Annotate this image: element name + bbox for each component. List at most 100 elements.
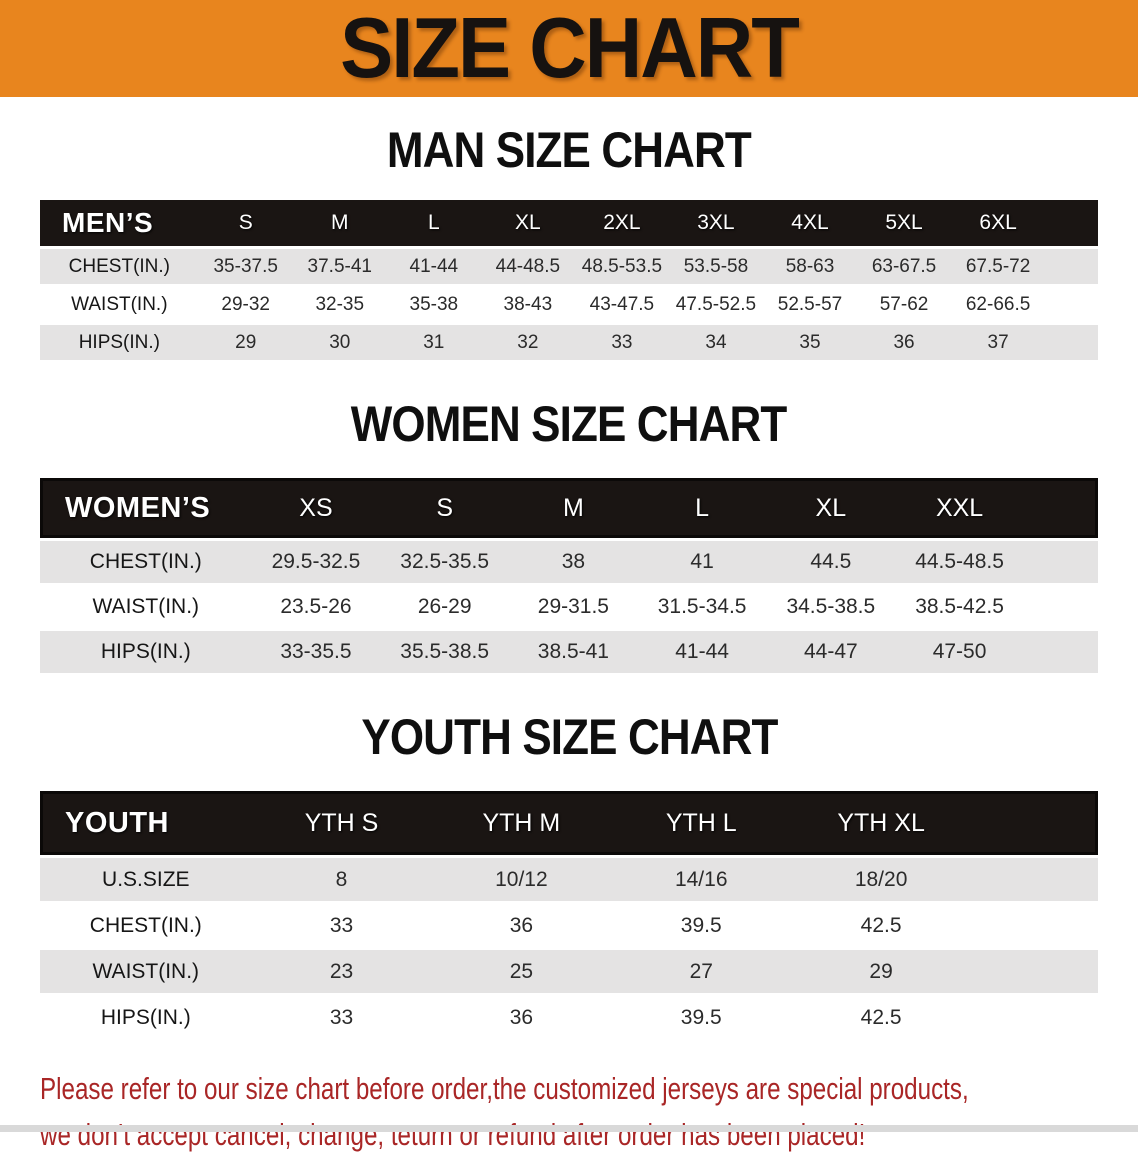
column-header: L bbox=[637, 478, 767, 538]
table-cell: 31 bbox=[386, 325, 481, 360]
table-cell: 41 bbox=[637, 541, 767, 583]
table-cell: 36 bbox=[431, 996, 612, 1039]
table-cell: 38.5-41 bbox=[509, 631, 638, 673]
table-cell: 29-31.5 bbox=[509, 586, 638, 628]
spacer-cell bbox=[1045, 249, 1098, 284]
table-cell: 33-35.5 bbox=[251, 631, 381, 673]
row-label: WAIST(IN.) bbox=[40, 586, 252, 628]
table-cell: 35 bbox=[762, 325, 858, 360]
column-header: L bbox=[386, 200, 481, 246]
table-cell: 53.5-58 bbox=[668, 249, 763, 284]
disclaimer: Please refer to our size chart before or… bbox=[0, 1042, 1138, 1158]
table-cell: 29-32 bbox=[198, 287, 293, 322]
table-cell: 47.5-52.5 bbox=[668, 287, 763, 322]
table-corner-label: YOUTH bbox=[40, 791, 252, 855]
column-header: 3XL bbox=[668, 200, 763, 246]
table-cell: 33 bbox=[251, 996, 432, 1039]
table-cell: 41-44 bbox=[386, 249, 481, 284]
section-title: MAN SIZE CHART bbox=[0, 125, 1138, 175]
table-cell: 48.5-53.5 bbox=[574, 249, 669, 284]
table-cell: 18/20 bbox=[791, 858, 972, 901]
table-cell: 58-63 bbox=[762, 249, 858, 284]
table-cell: 38 bbox=[509, 541, 638, 583]
spacer-cell bbox=[971, 858, 1098, 901]
size-table: YOUTH YTH S YTH M YTH L YTH XL U.S.SIZE 8 10/12… bbox=[40, 788, 1098, 1042]
table-cell: 62-66.5 bbox=[951, 287, 1046, 322]
column-header: M bbox=[292, 200, 387, 246]
table-row: U.S.SIZE 8 10/12 14/16 18/20 bbox=[40, 858, 1098, 901]
table-cell: 8 bbox=[251, 858, 432, 901]
table-cell: 29 bbox=[198, 325, 293, 360]
table-row: HIPS(IN.) 33-35.5 35.5-38.5 38.5-41 41-44 44-… bbox=[40, 631, 1098, 673]
column-header: XXL bbox=[895, 478, 1024, 538]
table-cell: 23 bbox=[251, 950, 432, 993]
table-row: CHEST(IN.) 33 36 39.5 42.5 bbox=[40, 904, 1098, 947]
table-cell: 23.5-26 bbox=[251, 586, 381, 628]
table-cell: 29.5-32.5 bbox=[251, 541, 381, 583]
table-row: HIPS(IN.) 29 30 31 32 33 34 35 36 37 bbox=[40, 325, 1098, 360]
row-label: CHEST(IN.) bbox=[40, 904, 252, 947]
column-header: 4XL bbox=[762, 200, 858, 246]
table-cell: 47-50 bbox=[895, 631, 1024, 673]
table-cell: 44.5-48.5 bbox=[895, 541, 1024, 583]
table-corner-label: MEN’S bbox=[40, 200, 199, 246]
disclaimer-line-1: Please refer to our size chart before or… bbox=[40, 1071, 969, 1106]
section-title-text: WOMEN SIZE CHART bbox=[351, 396, 788, 452]
column-header: YTH XL bbox=[791, 791, 972, 855]
table-cell: 57-62 bbox=[857, 287, 952, 322]
table-row: CHEST(IN.) 35-37.5 37.5-41 41-44 44-48.5 48.5… bbox=[40, 249, 1098, 284]
table-cell: 27 bbox=[611, 950, 792, 993]
column-header: YTH M bbox=[431, 791, 612, 855]
section-title-text: YOUTH SIZE CHART bbox=[360, 709, 778, 765]
column-header: 5XL bbox=[857, 200, 952, 246]
table-header-row: WOMEN’S XS S M L XL XXL bbox=[40, 478, 1098, 538]
row-label: HIPS(IN.) bbox=[40, 996, 252, 1039]
table-cell: 42.5 bbox=[791, 996, 972, 1039]
disclaimer-line-2: we don’t accept cancel, change, teturn o… bbox=[40, 1117, 866, 1152]
table-cell: 43-47.5 bbox=[574, 287, 669, 322]
table-cell: 25 bbox=[431, 950, 612, 993]
table-cell: 32.5-35.5 bbox=[380, 541, 510, 583]
page-title: SIZE CHART bbox=[340, 1, 800, 96]
table-cell: 37.5-41 bbox=[292, 249, 387, 284]
spacer-cell bbox=[1045, 200, 1098, 246]
table-cell: 33 bbox=[251, 904, 432, 947]
column-header: 2XL bbox=[574, 200, 669, 246]
section-title: YOUTH SIZE CHART bbox=[0, 712, 1138, 762]
table-cell: 63-67.5 bbox=[857, 249, 952, 284]
column-header: YTH S bbox=[251, 791, 432, 855]
section-title: WOMEN SIZE CHART bbox=[0, 399, 1138, 449]
bottom-strip bbox=[0, 1125, 1138, 1132]
table-row: WAIST(IN.) 29-32 32-35 35-38 38-43 43-47.5 47.… bbox=[40, 287, 1098, 322]
size-table: MEN’S S M L XL 2XL 3XL 4XL 5XL 6XL CHEST(IN.) 35-37… bbox=[40, 197, 1098, 363]
row-label: CHEST(IN.) bbox=[40, 541, 252, 583]
table-row: CHEST(IN.) 29.5-32.5 32.5-35.5 38 41 44.5 44.5… bbox=[40, 541, 1098, 583]
table-cell: 33 bbox=[574, 325, 669, 360]
table-cell: 39.5 bbox=[611, 904, 792, 947]
spacer-cell bbox=[971, 950, 1098, 993]
spacer-cell bbox=[1023, 478, 1098, 538]
spacer-cell bbox=[1023, 586, 1098, 628]
table-row: WAIST(IN.) 23 25 27 29 bbox=[40, 950, 1098, 993]
spacer-cell bbox=[1023, 631, 1098, 673]
table-cell: 52.5-57 bbox=[762, 287, 858, 322]
column-header: S bbox=[380, 478, 510, 538]
table-cell: 29 bbox=[791, 950, 972, 993]
column-header: YTH L bbox=[611, 791, 792, 855]
table-cell: 39.5 bbox=[611, 996, 792, 1039]
banner: SIZE CHART bbox=[0, 0, 1138, 97]
table-cell: 38.5-42.5 bbox=[895, 586, 1024, 628]
column-header: 6XL bbox=[951, 200, 1046, 246]
table-cell: 41-44 bbox=[637, 631, 767, 673]
table-cell: 35-37.5 bbox=[198, 249, 293, 284]
row-label: HIPS(IN.) bbox=[40, 631, 252, 673]
column-header: S bbox=[198, 200, 293, 246]
row-label: CHEST(IN.) bbox=[40, 249, 199, 284]
row-label: WAIST(IN.) bbox=[40, 950, 252, 993]
spacer-cell bbox=[1045, 287, 1098, 322]
row-label: HIPS(IN.) bbox=[40, 325, 199, 360]
table-cell: 44.5 bbox=[766, 541, 896, 583]
table-cell: 31.5-34.5 bbox=[637, 586, 767, 628]
table-cell: 36 bbox=[431, 904, 612, 947]
